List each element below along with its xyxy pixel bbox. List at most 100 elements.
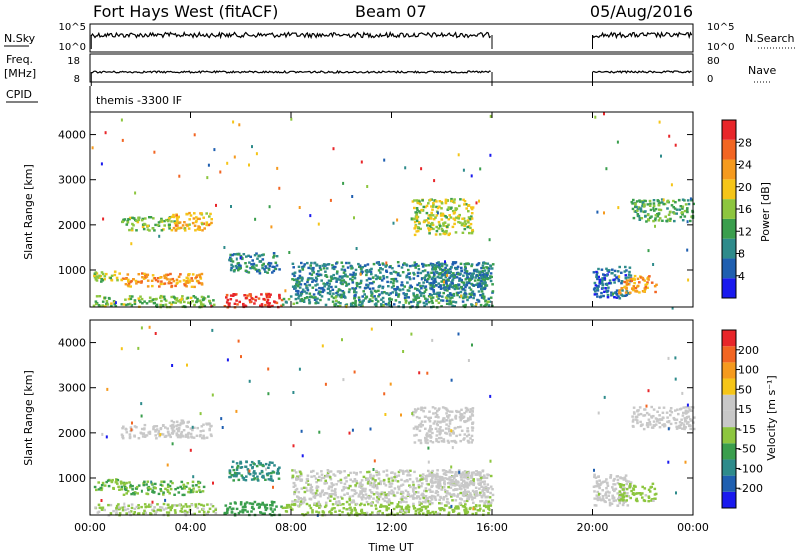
velocity-echo-cell [161, 424, 165, 427]
velocity-echo-cell [428, 500, 432, 503]
power-echo-cell [369, 277, 372, 281]
power-echo-cell [100, 271, 104, 274]
velocity-echo-cell [413, 470, 416, 474]
power-echo-cell [294, 287, 297, 290]
velocity-echo-cell [357, 495, 361, 498]
power-echo-cell [603, 277, 607, 280]
power-echo-cell [110, 302, 113, 305]
nsky-tick-bottom: 10^0 [59, 42, 86, 53]
velocity-echo-cell [645, 404, 648, 408]
velocity-echo-cell [436, 482, 440, 486]
power-echo-cell [450, 199, 454, 203]
power-echo-cell [655, 283, 658, 286]
power-echo-cell [195, 300, 198, 304]
power-echo-cell [202, 216, 205, 219]
power-echo-cell [609, 282, 613, 285]
power-echo-cell [228, 302, 231, 305]
velocity-echo-cell [339, 470, 343, 473]
power-echo-cell [185, 223, 188, 226]
velocity-echo-cell [479, 491, 482, 494]
power-echo-cell [412, 271, 415, 275]
velocity-echo-cell [176, 486, 180, 490]
velocity-echo-cell [375, 486, 379, 489]
velocity-echo-cell [454, 440, 457, 443]
power-echo-cell [458, 277, 461, 280]
velocity-echo-cell [681, 391, 684, 395]
velocity-echo-cell [440, 502, 443, 505]
velocity-echo-cell [451, 478, 454, 482]
velocity-echo-cell [639, 412, 643, 416]
power-echo-cell [91, 146, 94, 150]
velocity-echo-cell [237, 511, 241, 515]
power-echo-cell [447, 207, 451, 211]
velocity-echo-cell [169, 480, 173, 483]
velocity-echo-cell [295, 487, 299, 491]
power-echo-cell [481, 270, 485, 273]
power-echo-cell [174, 297, 177, 301]
power-echo-cell [176, 216, 179, 219]
nave-tick-bottom: 0 [707, 74, 713, 85]
power-echo-cell [431, 268, 435, 271]
velocity-echo-cell [442, 485, 446, 489]
velocity-echo-cell [249, 463, 252, 467]
velocity-echo-cell [318, 475, 321, 479]
velocity-echo-cell [182, 483, 185, 486]
power-echo-cell [312, 279, 315, 282]
power-echo-cell [487, 270, 490, 273]
power-echo-cell [456, 265, 460, 268]
velocity-echo-cell [441, 418, 445, 422]
power-echo-cell [209, 302, 212, 305]
power-echo-cell [681, 205, 685, 208]
velocity-echo-cell [139, 431, 143, 434]
power-echo-cell [630, 279, 633, 283]
power-echo-cell [419, 284, 422, 288]
velocity-echo-cell [684, 426, 687, 429]
power-echo-cell [225, 296, 228, 299]
power-echo-cell [376, 300, 380, 303]
power-echo-cell [340, 279, 343, 282]
power-echo-cell [260, 293, 263, 296]
velocity-echo-cell [167, 431, 170, 434]
power-echo-cell [450, 197, 453, 201]
freq-segment [592, 70, 692, 74]
velocity-echo-cell [621, 493, 624, 496]
power-echo-cell [458, 295, 462, 299]
power-echo-cell [351, 195, 354, 198]
velocity-echo-cell [277, 477, 281, 480]
power-echo-cell [457, 217, 460, 220]
power-echo-cell [411, 200, 415, 203]
velocity-echo-cell [430, 428, 433, 431]
velocity-echo-cell [145, 434, 149, 437]
power-echo-cell [291, 285, 295, 288]
velocity-echo-cell [471, 512, 475, 516]
power-echo-cell [646, 286, 649, 289]
power-echo-cell [100, 162, 103, 166]
velocity-echo-cell [440, 507, 443, 510]
velocity-echo-cell [362, 475, 366, 479]
velocity-echo-cell [480, 485, 483, 488]
power-echo-cell [278, 186, 281, 190]
power-echo-cell [135, 229, 138, 232]
velocity-echo-cell [359, 490, 362, 493]
velocity-echo-cell [328, 494, 331, 498]
power-echo-cell [412, 277, 416, 280]
power-echo-cell [632, 285, 636, 288]
power-echo-cell [625, 293, 629, 297]
power-echo-cell [428, 282, 431, 285]
velocity-echo-cell [650, 485, 653, 489]
velocity-echo-cell [475, 505, 478, 508]
power-echo-cell [441, 212, 445, 216]
velocity-echo-cell [158, 508, 161, 512]
power-echo-cell [381, 291, 384, 295]
velocity-echo-cell [681, 427, 684, 430]
power-echo-cell [632, 198, 635, 202]
power-echo-cell [303, 263, 306, 266]
velocity-echo-cell [406, 493, 410, 496]
power-echo-cell [94, 271, 98, 274]
power-echo-cell [465, 283, 469, 286]
power-echo-cell [454, 285, 458, 289]
power-echo-cell [312, 266, 315, 270]
power-echo-cell [175, 298, 178, 302]
power-echo-cell [355, 281, 359, 285]
power-echo-cell [237, 263, 241, 267]
